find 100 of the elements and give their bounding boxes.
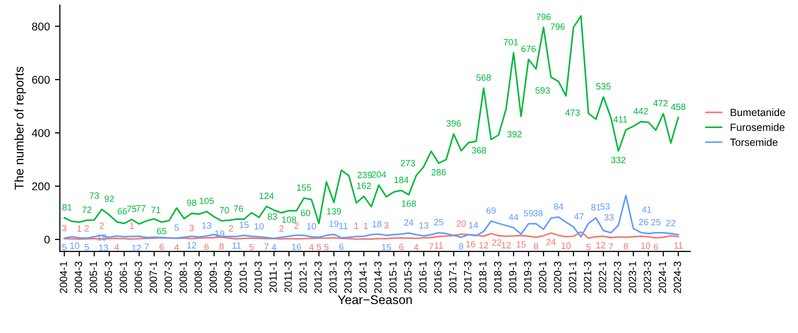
data-label: 53 <box>600 203 610 210</box>
data-label: 204 <box>372 171 386 178</box>
data-label: 22 <box>666 220 676 226</box>
data-label: 168 <box>402 200 416 207</box>
x-axis-title: Year−Season <box>338 295 412 304</box>
legend-label: Torsemide <box>730 138 778 146</box>
data-label: 2 <box>100 222 104 229</box>
data-label: 458 <box>670 104 686 110</box>
data-label: 676 <box>521 46 536 52</box>
data-label: 13 <box>99 244 108 251</box>
data-label: 10 <box>254 223 264 230</box>
x-tick-label: 2009-3 <box>224 262 232 294</box>
x-tick-label: 2009-1 <box>210 262 217 294</box>
y-tick-label: 200 <box>32 182 50 190</box>
x-tick-label: 2021-3 <box>584 262 592 294</box>
x-tick-label: 2006-1 <box>120 262 128 294</box>
data-label: 73 <box>90 192 99 199</box>
data-label: 2 <box>84 225 89 232</box>
data-label: 47 <box>574 213 584 220</box>
data-label: 4 <box>309 244 314 250</box>
data-label: 59 <box>524 210 534 216</box>
data-label: 12 <box>596 242 606 248</box>
data-label: 33 <box>604 214 614 221</box>
data-label: 69 <box>486 207 496 214</box>
data-label: 5 <box>249 244 254 250</box>
data-label: 4 <box>414 244 418 250</box>
data-label: 796 <box>536 14 551 20</box>
data-label: 411 <box>613 116 628 123</box>
data-label: 11 <box>339 222 348 230</box>
x-tick-label: 2008-1 <box>180 262 187 294</box>
data-label: 18 <box>372 220 382 228</box>
x-tick-label: 2024-3 <box>674 262 682 294</box>
data-label: 10 <box>307 223 316 230</box>
x-tick-label: 2023-3 <box>644 262 652 294</box>
data-label: 273 <box>400 160 415 166</box>
data-label: 14 <box>469 222 478 228</box>
data-label: 5 <box>586 244 591 250</box>
data-label: 568 <box>476 74 491 81</box>
data-label: 1 <box>354 222 358 229</box>
data-label: 20 <box>456 220 466 227</box>
data-label: 2 <box>279 225 284 232</box>
x-tick-label: 2012-3 <box>314 262 322 294</box>
data-label: 25 <box>651 219 660 226</box>
x-tick-label: 2010-3 <box>254 262 262 294</box>
x-tick-label: 2004-3 <box>74 262 82 294</box>
data-label: 84 <box>554 203 564 210</box>
data-label: 535 <box>596 83 611 90</box>
x-tick-label: 2019-1 <box>508 262 516 294</box>
data-label: 8 <box>219 243 224 250</box>
data-label: 25 <box>434 219 444 226</box>
data-label: 5 <box>62 244 66 250</box>
x-tick-label: 2018-3 <box>494 262 502 294</box>
data-label: 19 <box>330 220 338 228</box>
y-tick-label: 400 <box>32 129 50 137</box>
data-label: 701 <box>504 38 518 46</box>
data-label: 5 <box>174 224 179 231</box>
x-tick-label: 2004-1 <box>60 262 68 294</box>
data-label: 286 <box>432 169 446 176</box>
x-tick-label: 2010-1 <box>239 262 247 294</box>
data-label: 3 <box>189 224 194 232</box>
data-label: 10 <box>70 242 80 249</box>
x-tick-label: 2013-3 <box>344 262 352 294</box>
x-tick-label: 2011-1 <box>269 262 277 292</box>
y-tick-label: 0 <box>44 236 50 244</box>
data-label: 7 <box>144 243 149 250</box>
data-label: 65 <box>157 228 166 234</box>
data-label: 81 <box>591 204 601 211</box>
data-label: 6 <box>339 244 344 250</box>
x-tick-label: 2023-1 <box>628 262 636 294</box>
y-axis-title: The number of reports <box>14 66 26 190</box>
data-label: 392 <box>507 131 522 138</box>
data-label: 7 <box>264 243 269 250</box>
data-label: 6 <box>204 244 209 250</box>
data-label: 12 <box>502 242 511 248</box>
x-tick-label: 2017-3 <box>464 262 472 294</box>
data-label: 16 <box>466 240 476 248</box>
x-tick-label: 2007-3 <box>164 262 172 294</box>
data-label: 98 <box>187 200 196 206</box>
data-label: 11 <box>674 242 683 249</box>
x-tick-label: 2021-1 <box>568 262 576 294</box>
data-label: 162 <box>356 182 371 189</box>
data-label: 5 <box>324 244 329 250</box>
x-tick-label: 2014-3 <box>374 262 382 294</box>
data-label: 77 <box>136 205 146 212</box>
data-label: 4 <box>174 244 179 250</box>
data-label: 593 <box>535 87 550 94</box>
data-label: 124 <box>260 192 274 199</box>
data-label: 75 <box>127 206 136 212</box>
data-label: 15 <box>240 222 249 228</box>
data-label: 1 <box>130 222 134 229</box>
data-label: 796 <box>550 23 565 30</box>
data-label: 16 <box>292 244 302 250</box>
data-label: 184 <box>394 176 409 184</box>
legend-label: Furosemide <box>730 123 784 131</box>
data-label: 8 <box>624 243 628 250</box>
data-label: 10 <box>562 242 571 249</box>
x-tick-label: 2024-1 <box>658 262 666 294</box>
data-label: 108 <box>282 216 296 223</box>
data-label: 473 <box>565 109 580 116</box>
data-label: 5 <box>84 244 89 250</box>
